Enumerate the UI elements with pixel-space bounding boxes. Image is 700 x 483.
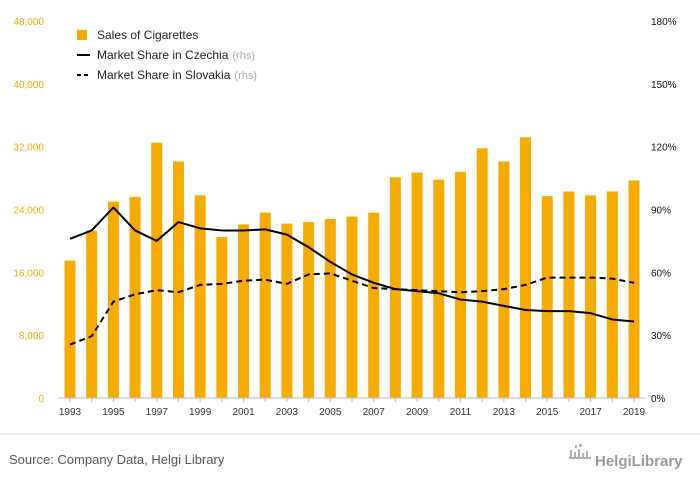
right-tick-label: 120% — [651, 143, 677, 154]
x-tick-label: 1997 — [146, 407, 169, 418]
x-tick-label: 2001 — [232, 407, 255, 418]
sales-bar — [281, 223, 293, 398]
sales-bar — [606, 191, 618, 398]
x-tick-label: 2015 — [536, 407, 559, 418]
sales-bar — [129, 196, 141, 398]
right-tick-label: 90% — [651, 206, 671, 217]
left-tick-label: 32,000 — [13, 143, 44, 154]
sales-bar — [498, 161, 510, 398]
sales-bar — [172, 161, 184, 398]
sales-bar — [194, 195, 206, 398]
right-tick-label: 180% — [651, 17, 677, 28]
market-share-lines — [69, 206, 635, 346]
source-note: Source: Company Data, Helgi Library — [9, 452, 225, 467]
sales-bar — [628, 180, 640, 398]
right-tick-label: 0% — [651, 394, 666, 405]
legend-swatch-sales — [77, 30, 87, 40]
x-tick-label: 2019 — [623, 407, 646, 418]
left-tick-label: 16,000 — [13, 268, 44, 279]
right-tick-label: 60% — [651, 268, 671, 279]
sales-bar — [541, 196, 553, 398]
sales-bar — [86, 230, 98, 398]
sales-bar — [563, 191, 575, 398]
sales-bar — [303, 222, 315, 398]
sales-bar — [216, 236, 228, 398]
legend-label-slovakia: Market Share in Slovakia (rhs) — [97, 68, 257, 82]
sales-bars — [64, 137, 640, 399]
right-tick-label: 150% — [651, 80, 677, 91]
sales-bar — [346, 216, 358, 398]
sales-bar — [368, 212, 380, 398]
sales-bar — [64, 260, 76, 398]
sales-bar — [107, 201, 119, 398]
sales-bar — [389, 177, 401, 398]
legend: Sales of Cigarettes Market Share in Czec… — [77, 28, 257, 82]
logo-text: HelgiLibrary — [595, 453, 683, 470]
x-axis: 1993 1995 1997 1999 2001 2003 2005 2007 2009 2011… — [59, 398, 646, 418]
x-tick-label: 1993 — [59, 407, 82, 418]
sales-bar — [454, 171, 466, 398]
x-tick-label: 2011 — [450, 407, 472, 418]
x-tick-label: 2009 — [406, 407, 429, 418]
sales-bar — [238, 224, 250, 398]
sales-bar — [520, 137, 532, 399]
x-tick-label: 1995 — [102, 407, 125, 418]
right-tick-label: 30% — [651, 331, 671, 342]
sales-bar — [324, 218, 336, 398]
slovakia-share-line — [69, 272, 635, 346]
sales-bar — [259, 212, 271, 398]
x-tick-label: 2003 — [276, 407, 299, 418]
x-tick-label: 2013 — [493, 407, 516, 418]
left-tick-label: 40,000 — [13, 80, 44, 91]
x-tick-label: 2017 — [579, 407, 602, 418]
sales-bar — [411, 172, 423, 398]
x-tick-label: 2007 — [363, 407, 386, 418]
legend-label-sales: Sales of Cigarettes — [97, 28, 198, 42]
legend-label-czechia: Market Share in Czechia (rhs) — [97, 48, 255, 62]
sales-bar — [585, 195, 597, 398]
left-tick-label: 8,000 — [19, 331, 44, 342]
x-tick-label: 2005 — [319, 407, 342, 418]
library-icon — [569, 444, 591, 459]
right-axis: 0% 30% 60% 90% 120% 150% 180% — [651, 17, 677, 405]
left-axis: 0 8,000 16,000 24,000 32,000 40,000 48,000 — [13, 17, 44, 405]
left-tick-label: 0 — [38, 394, 44, 405]
sales-bar — [433, 179, 445, 398]
left-tick-label: 48,000 — [13, 17, 44, 28]
sales-bar — [476, 148, 488, 398]
sales-bar — [151, 142, 163, 398]
czechia-share-line — [69, 206, 635, 323]
left-tick-label: 24,000 — [13, 206, 44, 217]
x-tick-label: 1999 — [189, 407, 212, 418]
helgi-library-logo: HelgiLibrary — [569, 444, 683, 470]
